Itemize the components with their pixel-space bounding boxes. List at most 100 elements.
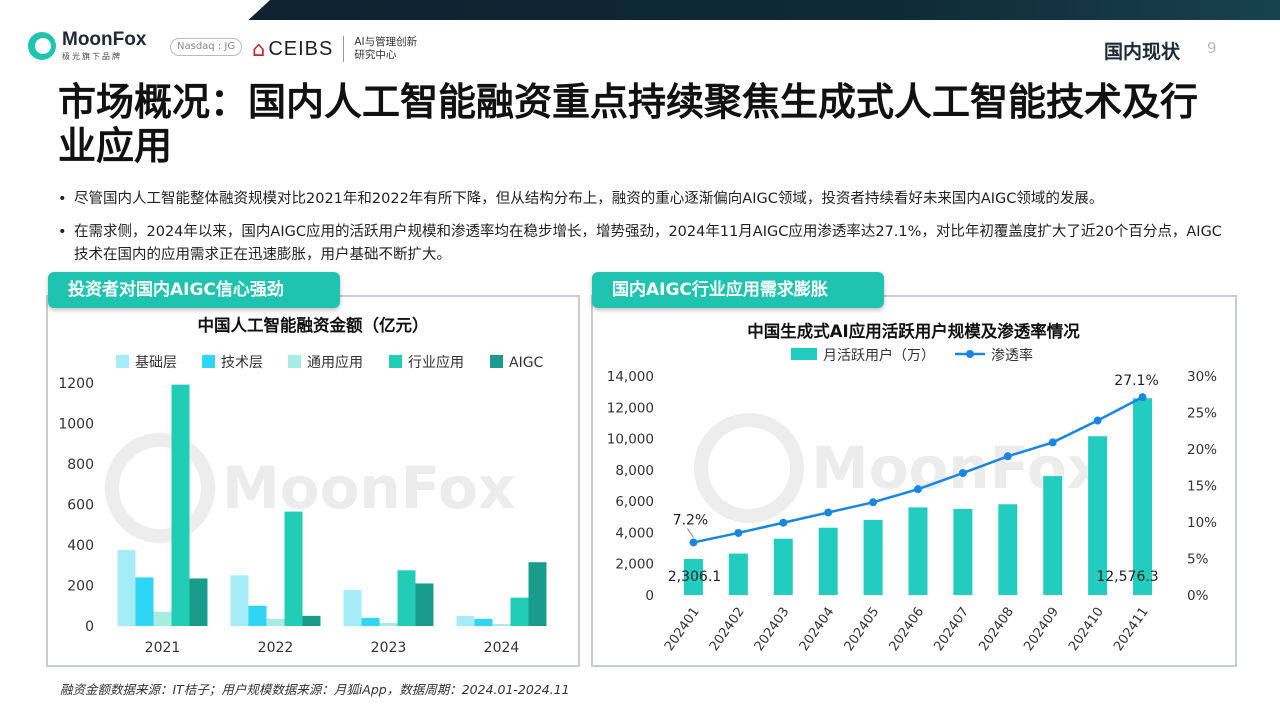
bar: [379, 622, 398, 626]
x-tick-label: 202409: [1021, 605, 1062, 654]
bar: [171, 384, 190, 626]
bar: [343, 589, 362, 626]
section-tag: 国内现状: [1104, 41, 1181, 63]
bar: [302, 615, 321, 626]
y-left-tick-label: 0: [645, 588, 654, 604]
x-tick-label: 202407: [931, 605, 972, 654]
x-tick-label: 202405: [842, 605, 883, 654]
leader-line: [687, 528, 694, 538]
bar: [248, 605, 267, 626]
ceibs-logo: ⌂ CEIBS AI与管理创新 研究中心: [252, 36, 417, 62]
y-right-tick-label: 20%: [1187, 442, 1217, 458]
bar-data-label: 2,306.1: [668, 569, 721, 585]
y-right-tick-label: 30%: [1187, 369, 1217, 385]
legend-label: 渗透率: [991, 347, 1033, 364]
x-tick-label: 202401: [662, 605, 703, 654]
bar: [998, 504, 1018, 595]
funding-chart-title: 中国人工智能融资金额（亿元）: [197, 316, 429, 335]
x-tick-label: 202404: [797, 605, 838, 654]
top-banner: [0, 0, 1280, 20]
bar: [284, 511, 303, 626]
watermark-text: MoonFox: [222, 454, 515, 522]
bar: [189, 578, 208, 626]
x-tick-label: 202411: [1111, 605, 1152, 654]
y-right-tick-label: 15%: [1187, 479, 1217, 495]
bar: [135, 577, 154, 626]
bar: [397, 570, 416, 626]
bar: [266, 618, 285, 626]
legend-label: 基础层: [135, 354, 177, 371]
watermark-logo-icon: [105, 433, 215, 543]
y-tick-label: 200: [67, 579, 94, 595]
x-tick-label: 2021: [145, 640, 181, 656]
y-left-tick-label: 2,000: [615, 557, 654, 573]
page-title: 市场概况：国内人工智能融资重点持续聚焦生成式人工智能技术及行业应用: [58, 80, 1199, 168]
rate-marker: [1003, 452, 1012, 461]
bar: [230, 575, 249, 626]
funding-panel-tag: 投资者对国内AIGC信心强劲: [48, 272, 340, 308]
x-tick-label: 202406: [887, 605, 928, 654]
funding-chart: MoonFox 基础层 技术层 通用应用 行业应用 AIGC 0 200 400 600 800 10…: [58, 354, 547, 656]
users-chart-title: 中国生成式AI应用活跃用户规模及渗透率情况: [747, 322, 1080, 341]
legend-swatch: [791, 348, 817, 360]
bar: [863, 519, 883, 595]
bar: [456, 615, 475, 626]
bar: [773, 538, 793, 595]
logo-name: MoonFox: [62, 29, 147, 50]
bar: [510, 597, 529, 626]
bar: [1133, 398, 1153, 595]
bar: [415, 583, 434, 626]
logo-subtitle: 极光旗下品牌: [62, 52, 122, 61]
bullet-item: 在需求侧，2024年以来，国内AIGC应用的活跃用户规模和渗透率均在稳步增长，增…: [58, 221, 1228, 267]
x-tick-label: 202402: [707, 605, 748, 654]
moonfox-icon: [28, 32, 56, 60]
rate-marker: [824, 508, 833, 517]
y-tick-label: 1000: [58, 417, 94, 433]
bar: [818, 527, 838, 595]
ceibs-icon: ⌂: [252, 37, 266, 61]
x-tick-label: 202403: [752, 605, 793, 654]
page-number: 9: [1207, 39, 1217, 57]
x-tick-label: 202408: [976, 605, 1017, 654]
bar: [1088, 436, 1108, 595]
rate-data-label: 27.1%: [1114, 373, 1158, 389]
divider: [343, 36, 345, 62]
ceibs-center-line1: AI与管理创新: [354, 36, 418, 48]
users-panel-tag: 国内AIGC行业应用需求膨胀: [592, 272, 884, 308]
y-left-tick-label: 14,000: [607, 369, 654, 385]
y-left-tick-label: 6,000: [615, 494, 654, 510]
rate-marker: [779, 518, 788, 527]
y-tick-label: 0: [85, 619, 94, 635]
y-tick-label: 1200: [58, 376, 94, 392]
rate-marker: [1138, 393, 1147, 402]
legend-marker: [966, 350, 974, 358]
legend-swatch: [202, 355, 215, 368]
x-tick-label: 2022: [258, 640, 294, 656]
y-left-tick-label: 8,000: [615, 463, 654, 479]
y-right-tick-label: 25%: [1187, 406, 1217, 422]
y-right-tick-label: 5%: [1187, 552, 1209, 568]
legend-label: 月活跃用户（万）: [823, 347, 935, 364]
legend-label: AIGC: [509, 355, 544, 371]
legend-swatch: [490, 355, 503, 368]
bar: [728, 553, 748, 595]
y-left-tick-label: 4,000: [615, 525, 654, 541]
legend-label: 技术层: [221, 355, 263, 371]
moonfox-logo: MoonFox 极光旗下品牌: [28, 30, 146, 62]
rate-marker: [958, 469, 967, 478]
bar: [908, 507, 928, 595]
top-banner-left: [0, 0, 270, 20]
legend-label: 行业应用: [408, 354, 464, 371]
legend-swatch: [116, 355, 129, 368]
bar-data-label: 12,576.3: [1096, 569, 1158, 585]
bar: [117, 550, 136, 626]
bar: [474, 618, 493, 626]
bar: [683, 558, 703, 595]
bar: [361, 617, 380, 626]
bar: [492, 623, 511, 626]
rate-marker: [689, 538, 698, 547]
rate-marker: [734, 528, 743, 537]
bar: [153, 611, 172, 626]
y-right-tick-label: 10%: [1187, 515, 1217, 531]
